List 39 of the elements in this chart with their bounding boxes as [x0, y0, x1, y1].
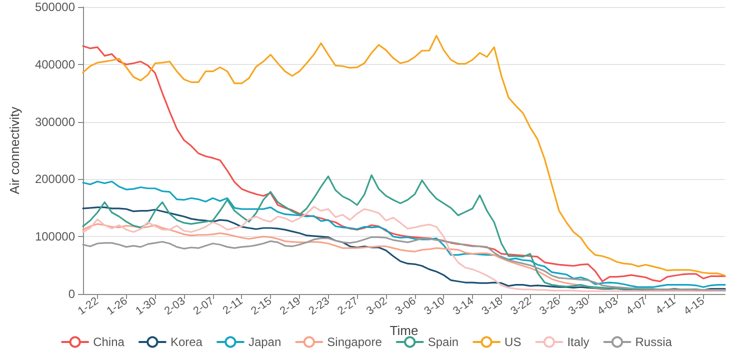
x-tick-label: 2-19: [278, 295, 303, 318]
x-tick-label: 3-14: [451, 295, 476, 318]
x-tick-label: 4-15: [682, 295, 707, 318]
x-tick-label: 3-30: [566, 295, 592, 318]
y-tick-label: 400000: [34, 57, 76, 72]
legend-label: US: [504, 335, 522, 349]
x-tick-label: 1-26: [104, 295, 130, 318]
legend-label: Spain: [428, 335, 459, 349]
y-tick-label: 0: [68, 287, 76, 301]
legend-label: Japan: [248, 335, 282, 349]
x-tick-label: 1-30: [134, 295, 159, 318]
y-axis-title: Air connectivity: [7, 106, 22, 194]
x-tick-label: 2-23: [306, 295, 332, 318]
legend-label: Singapore: [327, 335, 382, 349]
legend-label: Korea: [170, 335, 203, 349]
x-tick-label: 2-07: [191, 295, 216, 318]
y-tick-label: 500000: [34, 0, 76, 14]
x-tick-label: 3-18: [480, 295, 505, 318]
y-tick-label: 100000: [34, 230, 76, 244]
x-axis-title: Time: [390, 323, 418, 338]
x-tick-label: 3-10: [422, 295, 448, 318]
x-tick-label: 4-03: [595, 295, 620, 318]
x-tick-label: 3-06: [393, 295, 418, 318]
x-tick-label: 2-11: [220, 295, 246, 318]
x-tick-label: 1-22: [76, 295, 101, 318]
x-tick-label: 4-07: [624, 295, 650, 318]
x-tick-label: 2-15: [249, 295, 274, 318]
x-tick-label: 3-02: [364, 295, 390, 318]
legend-label: Russia: [635, 335, 672, 349]
x-tick-label: 4-11: [654, 295, 678, 318]
x-tick-label: 2-03: [162, 295, 188, 318]
x-tick-label: 3-26: [538, 295, 563, 318]
legend-label: Italy: [567, 335, 590, 349]
line-series: [82, 236, 726, 291]
legend-label: China: [93, 335, 125, 349]
y-tick-label: 200000: [34, 172, 76, 186]
y-tick-label: 300000: [34, 114, 76, 129]
x-tick-label: 2-27: [336, 295, 361, 318]
x-tick-label: 3-22: [508, 295, 534, 318]
